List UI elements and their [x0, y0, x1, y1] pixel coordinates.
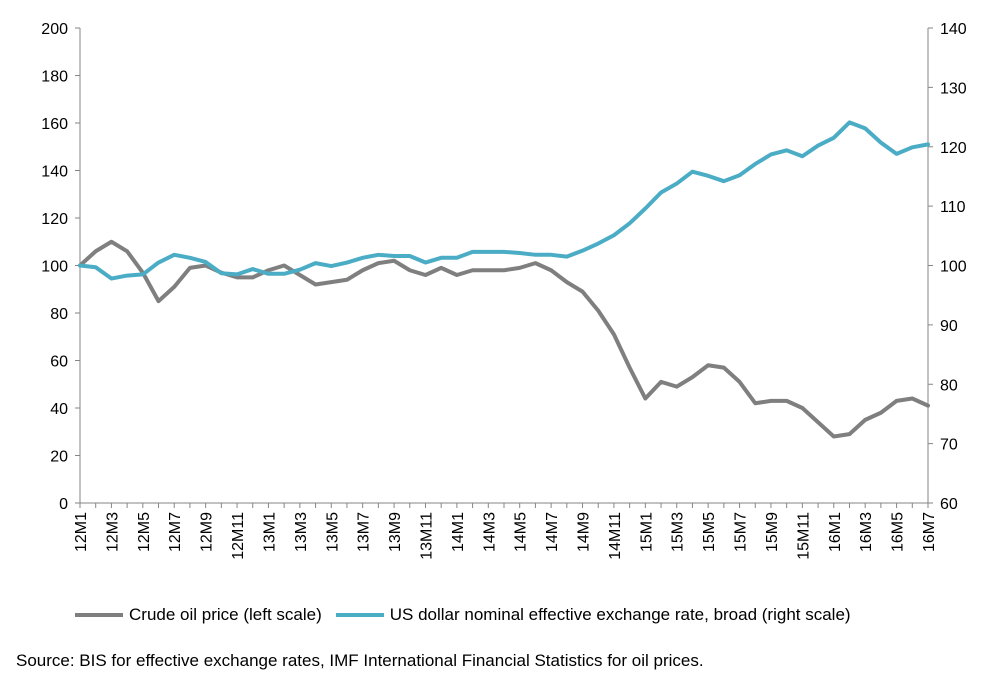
- left-y-tick-label: 80: [50, 306, 68, 323]
- x-tick-label: 15M9: [764, 512, 781, 552]
- legend-label-crude-oil: Crude oil price (left scale): [129, 605, 322, 624]
- x-tick-label: 14M5: [513, 512, 530, 552]
- x-tick-label: 15M3: [670, 512, 687, 552]
- right-y-tick-label: 120: [940, 140, 967, 157]
- x-tick-label: 12M7: [167, 512, 184, 552]
- right-y-tick-label: 70: [940, 437, 958, 454]
- series-line-crude-oil: [78, 239, 930, 439]
- x-tick-label: 13M7: [356, 512, 373, 552]
- series-layer: [78, 120, 930, 439]
- left-y-tick-label: 160: [41, 116, 68, 133]
- legend-label-usd-neer: US dollar nominal effective exchange rat…: [389, 605, 851, 624]
- x-tick-label: 16M7: [921, 512, 938, 552]
- x-tick-label: 16M1: [827, 512, 844, 552]
- left-y-tick-label: 120: [41, 211, 68, 228]
- legend: Crude oil price (left scale) US dollar n…: [75, 600, 865, 630]
- x-tick-label: 13M11: [418, 512, 435, 560]
- left-y-tick-label: 180: [41, 69, 68, 86]
- x-tick-label: 14M1: [450, 512, 467, 552]
- right-y-tick-label: 110: [940, 199, 966, 216]
- x-tick-label: 14M7: [544, 512, 561, 552]
- right-y-tick-label: 130: [940, 80, 967, 97]
- x-tick-label: 14M9: [576, 512, 593, 552]
- right-y-tick-label: 80: [940, 377, 958, 394]
- x-tick-label: 12M3: [104, 512, 121, 552]
- x-tick-label: 12M1: [73, 512, 90, 552]
- x-tick-label: 12M11: [230, 512, 247, 560]
- x-tick-label: 15M1: [638, 512, 655, 552]
- right-y-tick-label: 60: [940, 496, 958, 513]
- chart-svg: 0 20 40 60 80 100 120 140 160 180 200 60 70 80 90 100 11…: [41, 21, 967, 560]
- legend-item-usd-neer: US dollar nominal effective exchange rat…: [335, 605, 851, 625]
- x-tick-label: 13M3: [293, 512, 310, 552]
- tick-labels-layer: 0 20 40 60 80 100 120 140 160 180 200 60 70 80 90 100 11…: [41, 21, 967, 560]
- right-y-tick-label: 90: [940, 318, 958, 335]
- left-y-tick-label: 60: [50, 354, 68, 371]
- x-tick-label: 13M1: [261, 512, 278, 552]
- ticks-layer: [75, 27, 933, 508]
- left-y-tick-label: 100: [41, 259, 68, 276]
- x-tick-label: 14M3: [481, 512, 498, 552]
- x-tick-label: 15M7: [733, 512, 750, 552]
- left-y-tick-label: 200: [41, 21, 68, 38]
- chart: 0 20 40 60 80 100 120 140 160 180 200 60 70 80 90 100 11…: [41, 21, 967, 560]
- source-note: Source: BIS for effective exchange rates…: [16, 651, 704, 670]
- series-line-usd-neer: [78, 120, 930, 281]
- left-y-tick-label: 140: [41, 164, 68, 181]
- legend-swatch-crude-oil: [75, 613, 123, 617]
- x-tick-label: 12M9: [199, 512, 216, 552]
- right-y-tick-label: 100: [940, 259, 967, 276]
- left-y-tick-label: 40: [50, 401, 68, 418]
- x-tick-label: 13M9: [387, 512, 404, 552]
- x-tick-label: 16M3: [858, 512, 875, 552]
- x-tick-label: 16M5: [890, 512, 907, 552]
- legend-item-crude-oil: Crude oil price (left scale): [75, 605, 322, 625]
- x-tick-label: 15M5: [701, 512, 718, 552]
- x-tick-label: 14M11: [607, 512, 624, 560]
- left-y-tick-label: 20: [50, 449, 68, 466]
- legend-swatch-usd-neer: [335, 613, 384, 617]
- x-tick-label: 15M11: [795, 512, 812, 560]
- left-y-tick-label: 0: [59, 496, 68, 513]
- x-tick-label: 13M5: [324, 512, 341, 552]
- x-tick-label: 12M5: [136, 512, 153, 552]
- right-y-tick-label: 140: [940, 21, 967, 38]
